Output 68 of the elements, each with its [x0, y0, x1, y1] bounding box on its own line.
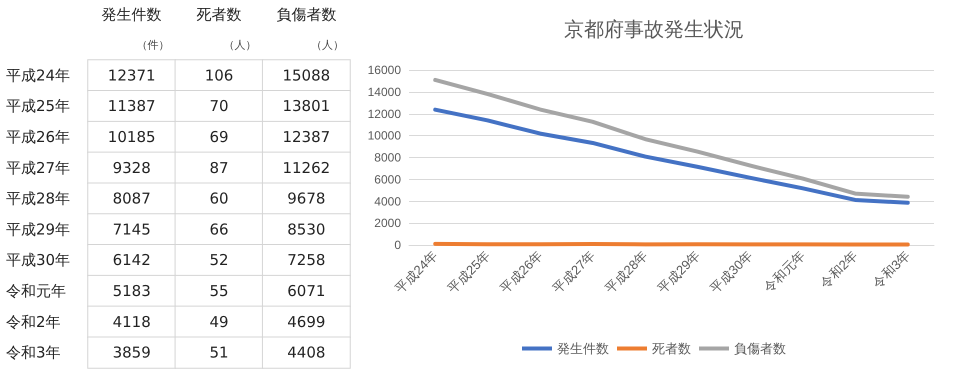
- data-label: 70: [209, 97, 229, 116]
- data-label: 12387: [282, 128, 330, 146]
- data-label: 7258: [287, 251, 326, 270]
- y-tick-label: 平成25年: [6, 97, 70, 116]
- data-label: 60: [209, 190, 229, 208]
- data-label: 4699: [287, 312, 326, 331]
- data-label: 15088: [282, 66, 330, 84]
- y-tick-label: 平成29年: [6, 220, 70, 238]
- chart-title: 京都府事故発生状況: [564, 17, 744, 41]
- x-tick-label: 平成29年: [654, 248, 704, 296]
- data-label: 4118: [112, 312, 151, 331]
- data-label: 106: [204, 66, 234, 84]
- legend-label: 負傷者数: [734, 341, 786, 356]
- data-label: 69: [209, 128, 229, 146]
- x-tick-label: 死者数: [196, 6, 242, 24]
- data-label: 51: [209, 344, 229, 362]
- data-label: 8087: [112, 190, 151, 208]
- text: （件）: [136, 38, 170, 52]
- y-tick-label: 12000: [368, 106, 402, 121]
- data-label: 11262: [282, 158, 330, 177]
- data-label: 10185: [108, 128, 156, 146]
- data-label: 11387: [108, 97, 156, 116]
- y-tick-label: 平成26年: [6, 128, 70, 146]
- x-tick-label: 発生件数: [102, 6, 162, 24]
- y-tick-label: 平成28年: [6, 190, 70, 208]
- x-tick-label: 平成27年: [550, 248, 598, 296]
- data-label: 49: [209, 312, 229, 331]
- data-label: 55: [209, 282, 229, 300]
- y-tick-label: 8000: [374, 150, 402, 164]
- data-label: 52: [209, 251, 229, 270]
- data-label: 9328: [112, 158, 151, 177]
- line-series: [433, 108, 910, 205]
- data-label: 6142: [112, 251, 151, 270]
- x-tick-label: 令和3年: [870, 248, 914, 291]
- x-tick-label: 負傷者数: [276, 6, 336, 24]
- data-label: 4408: [287, 344, 326, 362]
- data-label: 13801: [282, 97, 330, 116]
- y-tick-label: 平成27年: [6, 158, 70, 177]
- y-tick-label: 14000: [368, 84, 402, 99]
- text: （人）: [224, 38, 257, 52]
- y-tick-label: 6000: [374, 172, 402, 186]
- data-label: 12371: [108, 66, 156, 84]
- data-label: 7145: [112, 220, 151, 238]
- y-tick-label: 2000: [374, 216, 402, 230]
- y-tick-label: 平成24年: [6, 66, 70, 84]
- data-label: 66: [209, 220, 229, 238]
- data-label: 3859: [112, 344, 151, 362]
- data-label: 6071: [287, 282, 326, 300]
- x-tick-label: 平成28年: [602, 248, 651, 296]
- y-tick-label: 4000: [374, 194, 402, 208]
- x-tick-label: 平成30年: [707, 248, 756, 296]
- y-tick-label: 令和3年: [6, 344, 61, 362]
- y-tick-label: 16000: [368, 63, 402, 77]
- y-tick-label: 10000: [368, 128, 402, 143]
- x-tick-label: 平成25年: [444, 248, 494, 296]
- data-label: 9678: [287, 190, 326, 208]
- x-tick-label: 令和元年: [760, 248, 808, 296]
- line-series: [433, 78, 910, 199]
- data-label: 87: [209, 158, 229, 177]
- y-tick-label: 令和2年: [6, 312, 61, 331]
- data-label: 5183: [112, 282, 151, 300]
- data-label: 8530: [287, 220, 326, 238]
- legend-label: 死者数: [652, 341, 691, 356]
- x-tick-label: 令和2年: [817, 248, 861, 291]
- text: （人）: [311, 38, 344, 52]
- x-tick-label: 平成26年: [497, 248, 546, 296]
- y-tick-label: 0: [394, 238, 402, 252]
- legend-label: 発生件数: [557, 341, 609, 356]
